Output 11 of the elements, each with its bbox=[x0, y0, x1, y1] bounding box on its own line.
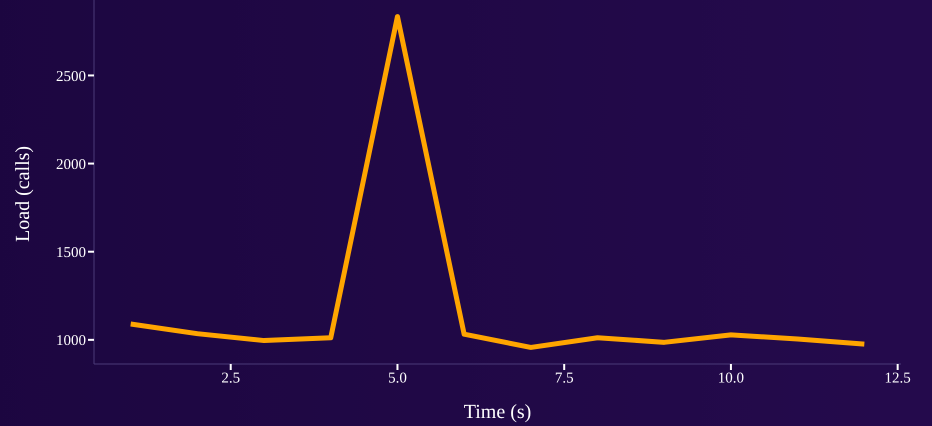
x-tick-label: 12.5 bbox=[884, 370, 911, 387]
y-tick-label: 2500 bbox=[56, 68, 86, 85]
y-tick-label: 1000 bbox=[56, 333, 86, 350]
x-axis-title: Time (s) bbox=[464, 401, 532, 423]
x-tick-label: 7.5 bbox=[554, 370, 574, 387]
y-tick-label: 1500 bbox=[56, 245, 86, 262]
x-tick-label: 10.0 bbox=[718, 370, 744, 387]
y-axis-title: Load (calls) bbox=[12, 146, 34, 242]
x-tick-label: 2.5 bbox=[221, 370, 240, 387]
y-tick-label: 2000 bbox=[56, 156, 86, 173]
x-tick-label: 5.0 bbox=[388, 370, 407, 387]
